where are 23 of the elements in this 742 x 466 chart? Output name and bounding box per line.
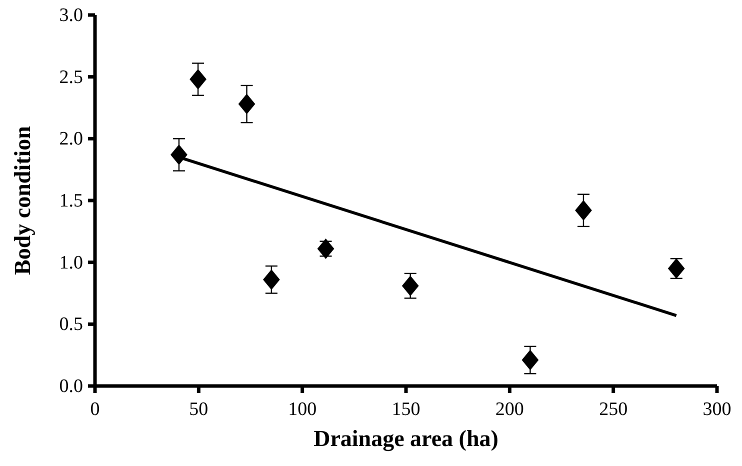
x-tick-label: 0 <box>90 399 100 420</box>
x-tick-label: 150 <box>392 399 420 420</box>
x-tick-label: 250 <box>599 399 628 420</box>
y-tick-label: 0.0 <box>59 376 83 397</box>
x-tick-label: 100 <box>288 399 317 420</box>
y-tick-label: 1.0 <box>59 252 83 274</box>
y-tick-label: 2.0 <box>59 128 83 150</box>
point <box>262 269 280 290</box>
point <box>238 94 256 114</box>
x-tick-label: 50 <box>189 399 208 420</box>
point <box>170 144 188 165</box>
x-tick-label: 300 <box>702 399 732 420</box>
x-axis-title: Drainage area (ha) <box>314 426 498 452</box>
y-tick-label: 0.5 <box>59 314 83 336</box>
y-tick-label: 3.0 <box>59 5 83 26</box>
x-tick-label: 200 <box>495 399 524 420</box>
point <box>522 350 539 370</box>
point <box>190 69 206 90</box>
point <box>575 200 592 221</box>
y-axis-title: Body condition <box>10 126 35 275</box>
y-tick-label: 2.5 <box>59 66 83 88</box>
y-tick-label: 1.5 <box>59 190 83 212</box>
point <box>402 276 419 296</box>
